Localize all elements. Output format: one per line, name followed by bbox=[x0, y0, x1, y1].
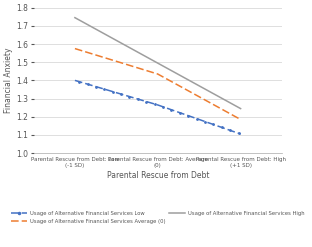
Y-axis label: Financial Anxiety: Financial Anxiety bbox=[4, 48, 13, 113]
Legend: Usage of Alternative Financial Services Low, Usage of Alternative Financial Serv: Usage of Alternative Financial Services … bbox=[11, 211, 305, 224]
X-axis label: Parental Rescue from Debt: Parental Rescue from Debt bbox=[106, 171, 209, 180]
